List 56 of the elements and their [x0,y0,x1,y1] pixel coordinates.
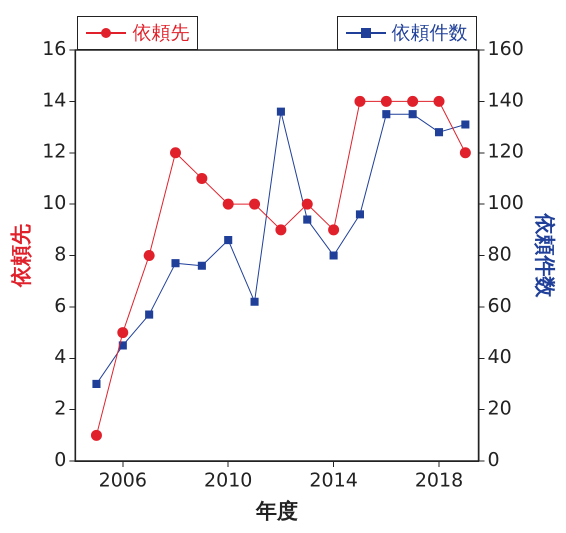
point [222,198,234,210]
point [196,172,208,184]
point [224,236,232,244]
y-axis-title: 依頼先 [9,224,34,288]
point [382,110,390,118]
point [92,380,100,388]
legend-label: 依頼先 [132,21,190,46]
point [356,210,364,218]
legend-label: 依頼件数 [392,21,468,46]
point [434,128,444,136]
point [407,96,418,107]
point [170,147,182,158]
y2-tick-label: 160 [488,38,524,60]
point [330,251,338,260]
point [460,147,471,158]
y2-axis-title: 依頼件数 [532,212,557,298]
y-tick-label: 0 [54,448,66,471]
x-tick-label: 2006 [98,469,147,492]
point [171,259,180,268]
point [303,216,312,224]
y-tick-label: 16 [42,38,66,60]
x-tick-label: 2014 [309,469,358,492]
point [90,430,102,441]
y-tick-label: 8 [54,243,66,266]
y-tick-label: 14 [42,89,66,112]
point [275,224,286,236]
x-tick-label: 2010 [204,469,252,492]
x-tick-label: 2018 [414,469,464,492]
y-tick-label: 4 [54,346,66,368]
y2-tick-label: 140 [488,89,524,112]
y2-tick-label: 80 [488,243,512,266]
point [302,198,313,210]
point [144,250,155,261]
y2-tick-label: 40 [488,346,512,368]
y-tick-label: 10 [42,192,66,214]
y2-tick-label: 20 [488,398,512,420]
point [408,110,417,118]
point [198,262,206,270]
point [145,310,154,319]
y-tick-label: 12 [42,140,66,163]
point [250,298,259,306]
point [354,96,366,107]
point [249,198,260,210]
point [117,327,128,338]
point [328,224,340,236]
point [461,120,470,129]
point [434,96,445,107]
x-axis-title: 年度 [254,498,298,523]
y2-tick-label: 120 [488,140,524,163]
point [276,108,285,116]
y2-tick-label: 60 [488,294,512,317]
point [380,96,392,107]
y-tick-label: 2 [54,398,66,420]
y2-tick-label: 0 [488,448,500,471]
y2-tick-label: 100 [488,192,524,214]
y-tick-label: 6 [54,294,66,317]
